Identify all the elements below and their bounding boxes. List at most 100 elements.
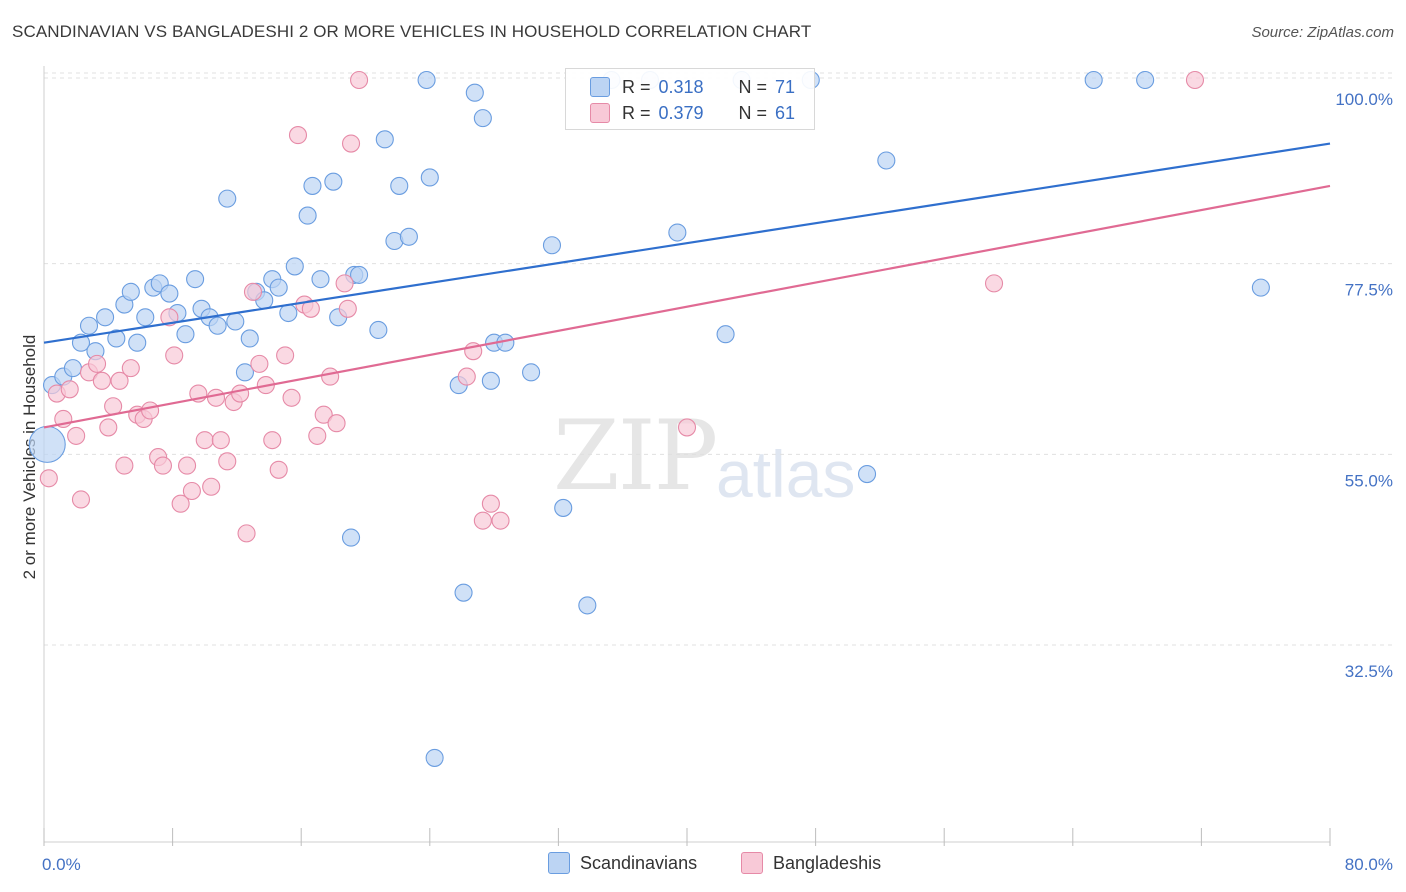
scandinavian-point bbox=[465, 83, 484, 102]
bangladeshi-point bbox=[141, 401, 160, 420]
bangladeshi-point bbox=[153, 456, 173, 475]
grid-lines bbox=[44, 72, 1392, 646]
scandinavian-point bbox=[121, 282, 140, 301]
legend-swatch-scandinavians bbox=[590, 77, 610, 97]
y-tick-label: 100.0% bbox=[1335, 90, 1393, 109]
bangladeshi-point bbox=[71, 490, 91, 509]
bangladeshi-point bbox=[218, 452, 237, 471]
bangladeshi-point bbox=[182, 481, 201, 501]
scandinavian-point bbox=[454, 583, 473, 602]
bangladeshi-point bbox=[178, 456, 197, 475]
axes bbox=[43, 66, 1331, 846]
watermark-zip: ZIP bbox=[553, 400, 718, 512]
legend-n-label: N = bbox=[738, 102, 768, 123]
scandinavian-point bbox=[481, 371, 500, 390]
x-tick-label: 80.0% bbox=[1345, 855, 1393, 874]
bangladeshi-point bbox=[491, 511, 510, 530]
bangladeshi-point bbox=[282, 388, 301, 407]
bangladeshi-point bbox=[104, 397, 123, 416]
legend-label-scandinavians: Scandinavians bbox=[580, 852, 698, 873]
bangladeshi-point bbox=[206, 388, 226, 407]
scandinavian-point bbox=[375, 130, 394, 149]
scandinavian-point bbox=[226, 312, 245, 331]
scandinavian-point bbox=[417, 70, 436, 90]
bangladeshi-point bbox=[321, 367, 340, 386]
scandinavian-point bbox=[425, 748, 444, 767]
chart-title: SCANDINAVIAN VS BANGLADESHI 2 OR MORE VE… bbox=[12, 22, 812, 41]
scandinavian-point bbox=[128, 333, 147, 352]
legend-swatch-bangladeshis bbox=[590, 103, 610, 123]
bangladeshi-point bbox=[110, 371, 129, 390]
legend-label-bangladeshis: Bangladeshis bbox=[773, 852, 882, 873]
scandinavian-point bbox=[716, 325, 735, 344]
trend-lines bbox=[43, 142, 1331, 429]
scandinavian-point bbox=[390, 176, 409, 195]
legend-r-label: R = bbox=[622, 102, 651, 123]
scandinavian-point bbox=[473, 109, 492, 128]
scandinavian-point bbox=[235, 363, 254, 382]
bangladeshi-point bbox=[243, 282, 263, 301]
scandinavian-point bbox=[350, 265, 369, 284]
legend-n-value: 61 bbox=[775, 102, 796, 123]
scandinavian-point bbox=[269, 278, 288, 297]
source-label: Source: ZipAtlas.com bbox=[1251, 24, 1394, 41]
bangladeshi-point bbox=[202, 477, 221, 496]
bangladeshi-point bbox=[115, 456, 134, 475]
legend-item-bangladeshis[interactable]: Bangladeshis bbox=[741, 852, 881, 874]
bangladeshi-point bbox=[341, 134, 361, 153]
bangladeshi-point bbox=[276, 346, 295, 365]
scandinavian-point bbox=[542, 236, 562, 255]
scandinavian-point bbox=[160, 284, 179, 303]
bangladeshi-point bbox=[984, 274, 1004, 293]
scandinavian-point bbox=[186, 270, 205, 289]
scandinavian-point bbox=[668, 223, 687, 242]
bangladeshi-point bbox=[237, 524, 256, 543]
scandinavian-point bbox=[136, 308, 155, 327]
bangladeshi-point bbox=[60, 380, 79, 399]
scandinavian-point bbox=[877, 151, 896, 170]
scandinavian-point bbox=[1136, 70, 1155, 90]
bangladeshi-point bbox=[677, 418, 697, 437]
scandinavian-point bbox=[285, 257, 304, 276]
legend-row-scandinavians: R = 0.318 N = 71 bbox=[590, 75, 795, 99]
bangladeshi-point bbox=[473, 511, 492, 530]
bangladeshi-point bbox=[288, 126, 308, 145]
scandinavian-point bbox=[279, 303, 298, 323]
scandinavian-point bbox=[1084, 70, 1103, 90]
bangladeshi-point bbox=[314, 405, 333, 424]
bangladeshi-point bbox=[1185, 70, 1205, 90]
series-legend: Scandinavians Bangladeshis bbox=[0, 852, 1406, 876]
bangladeshi-point bbox=[92, 371, 111, 390]
bangladeshi-point bbox=[350, 70, 369, 90]
bangladeshi-point bbox=[165, 346, 184, 365]
scandinavian-point bbox=[79, 316, 99, 335]
bangladeshi-point bbox=[195, 431, 214, 450]
bangladeshi-point bbox=[171, 494, 190, 513]
bangladeshi-point bbox=[335, 274, 354, 293]
bangladeshi-point bbox=[327, 414, 346, 433]
stats-legend: R = 0.318 N = 71 R = 0.379 N = 61 bbox=[565, 68, 815, 130]
scandinavian-point bbox=[176, 325, 195, 344]
scandinavian-point bbox=[218, 189, 237, 208]
scandinavian-point bbox=[311, 270, 330, 289]
bangladeshi-point bbox=[263, 431, 282, 450]
scandinavian-point bbox=[208, 316, 227, 335]
bangladeshi-point bbox=[269, 460, 288, 479]
bangladeshi-point bbox=[231, 384, 250, 403]
bangladeshi-point bbox=[39, 469, 58, 488]
tick-labels: 32.5% 55.0% 77.5% 100.0% 0.0% 80.0% bbox=[42, 90, 1393, 874]
scandinavian-point bbox=[857, 464, 877, 484]
y-tick-label: 55.0% bbox=[1345, 471, 1393, 490]
scandinavian-point bbox=[578, 596, 597, 615]
bangladeshi-point bbox=[121, 359, 140, 378]
legend-r-value: 0.379 bbox=[658, 102, 704, 123]
scandinavian-point bbox=[341, 528, 361, 547]
legend-swatch-scandinavians bbox=[548, 852, 570, 874]
scandinavian-point bbox=[324, 172, 343, 191]
scandinavian-point bbox=[303, 176, 322, 195]
scandinavian-point bbox=[298, 206, 317, 225]
legend-item-scandinavians[interactable]: Scandinavians bbox=[548, 852, 697, 874]
watermark-atlas: atlas bbox=[716, 437, 856, 511]
scandinavian-point bbox=[28, 425, 66, 463]
scandinavian-point bbox=[240, 329, 259, 348]
